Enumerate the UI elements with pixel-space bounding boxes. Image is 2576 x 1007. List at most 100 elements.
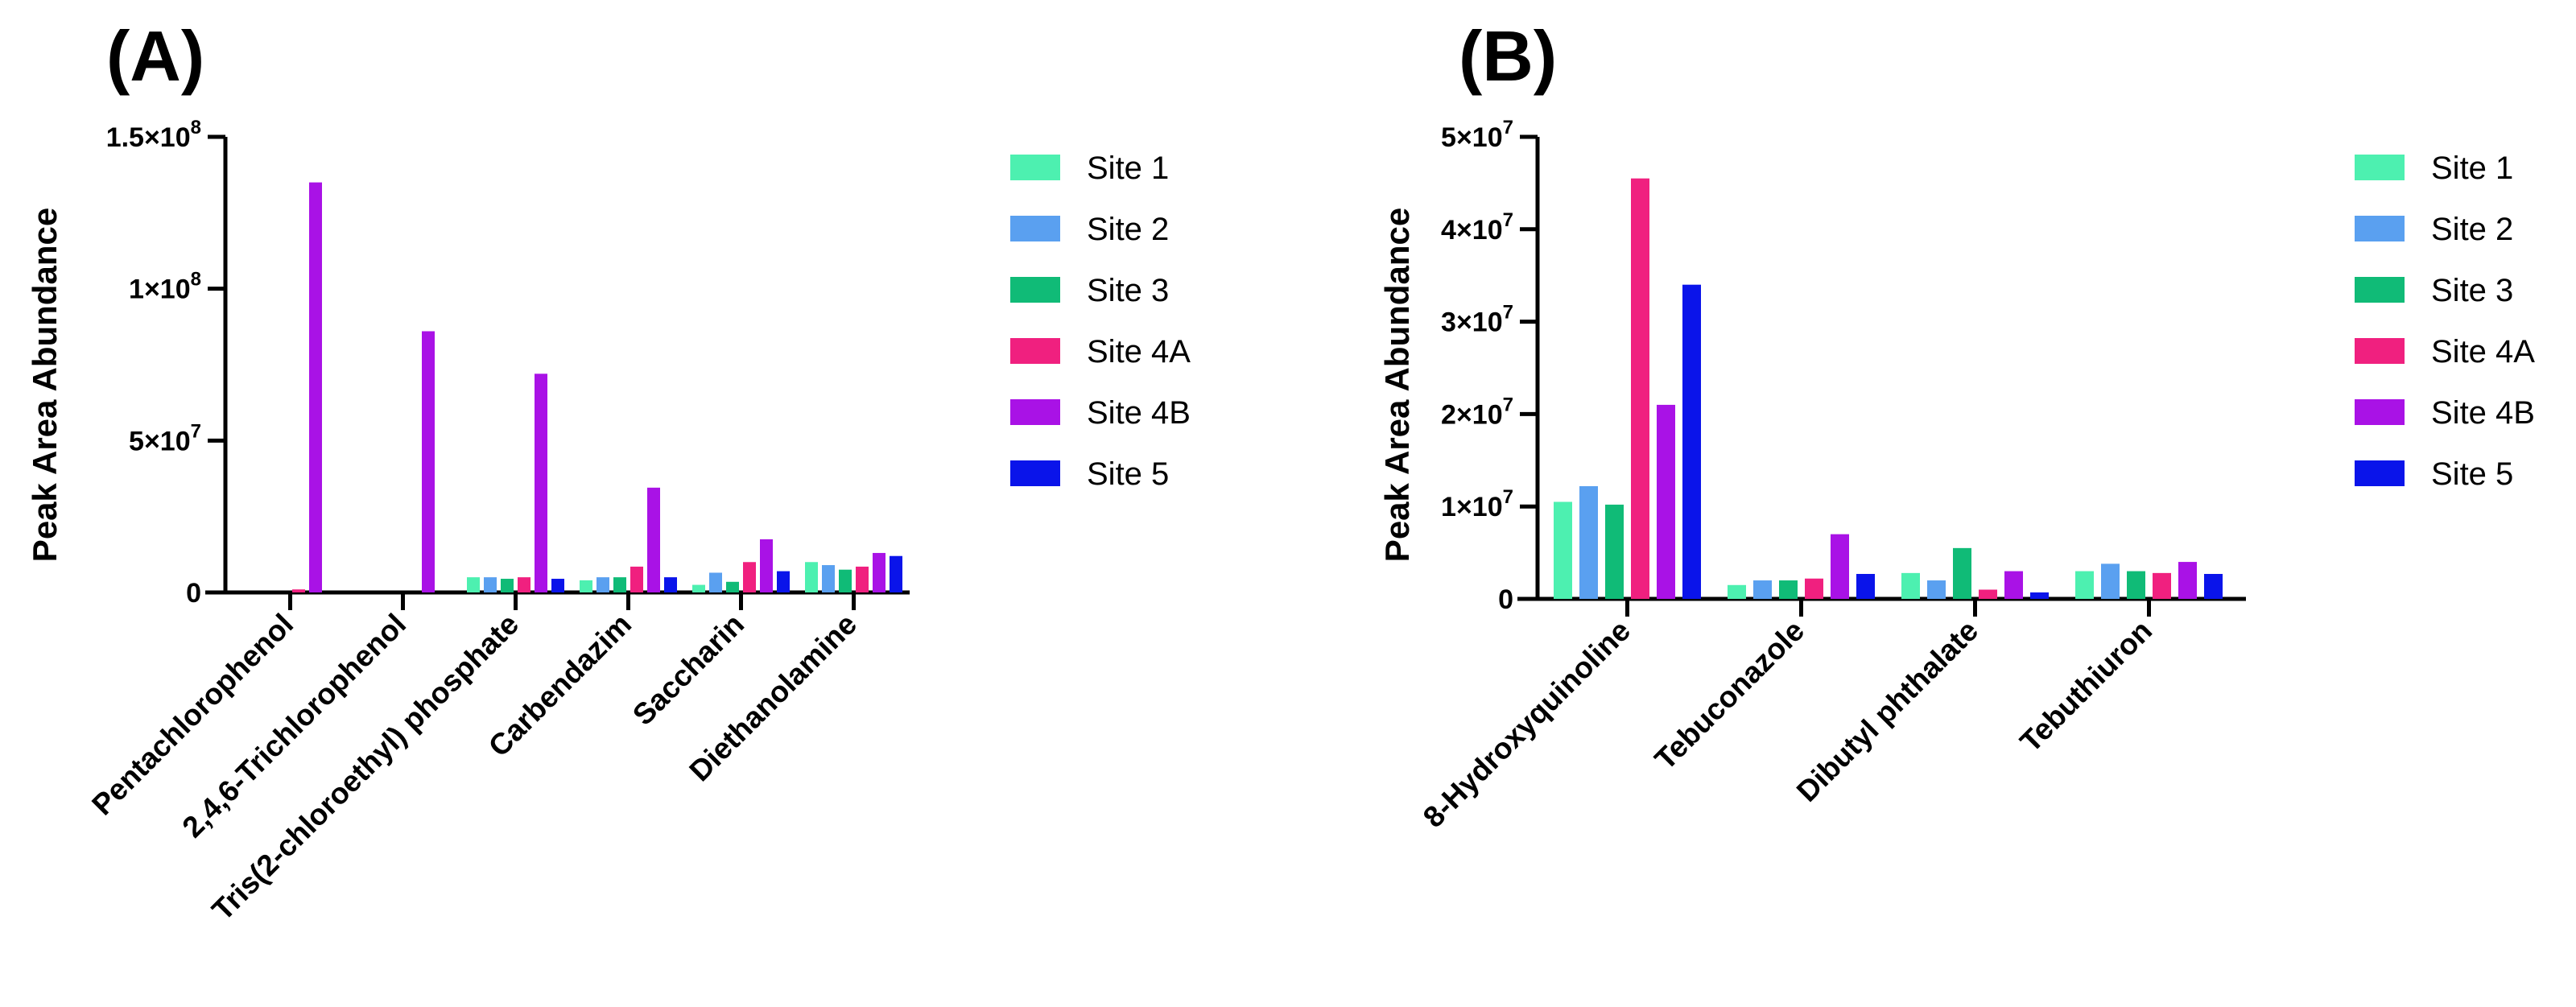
- y-tick-label: 1×107: [1441, 486, 1513, 522]
- bar-site-4a: [518, 577, 530, 592]
- legend-swatch: [2355, 399, 2405, 425]
- y-tick-label: 3×107: [1441, 302, 1513, 338]
- category-label: Tebuthiuron: [2014, 614, 2159, 759]
- panel-a-legend: Site 1 Site 2 Site 3 Site 4A Site 4B Site 5: [1010, 151, 1191, 492]
- bar-site-4a: [292, 589, 305, 592]
- category-label: 2,4,6-Trichlorophenol: [176, 608, 413, 844]
- bar-site-3: [501, 579, 514, 592]
- legend-label: Site 2: [2431, 212, 2513, 247]
- y-tick-exponent: 7: [1503, 209, 1513, 231]
- bar-site-4a: [743, 562, 756, 592]
- bar-site-4a: [1631, 178, 1649, 599]
- legend-swatch: [1010, 399, 1060, 425]
- bar-site-4b: [309, 182, 322, 592]
- bar-site-4b: [1657, 404, 1675, 599]
- bar-site-1: [1554, 501, 1572, 599]
- bar-site-4b: [1831, 534, 1849, 599]
- y-tick-exponent: 7: [1503, 486, 1513, 508]
- bar-site-3: [1605, 504, 1624, 599]
- y-tick-exponent: 7: [191, 420, 201, 442]
- bar-site-5: [551, 579, 564, 592]
- y-tick-exponent: 7: [1503, 117, 1513, 138]
- legend-label: Site 1: [1087, 151, 1169, 186]
- category-label: Pentachlorophenol: [85, 608, 299, 822]
- y-tick-label: 5×107: [1441, 117, 1513, 153]
- bar-site-5: [777, 571, 790, 592]
- legend-swatch: [1010, 460, 1060, 486]
- legend-label: Site 4A: [2431, 334, 2535, 369]
- legend-swatch: [2355, 155, 2405, 180]
- y-tick-exponent: 8: [191, 117, 201, 138]
- category-label: Saccharin: [626, 608, 750, 732]
- bar-site-4a: [856, 566, 869, 592]
- bar-site-4b: [647, 487, 660, 592]
- bar-site-1: [692, 584, 705, 592]
- y-tick-label: 0: [186, 578, 201, 609]
- bar-site-2: [597, 577, 609, 592]
- bar-site-4a: [2153, 572, 2171, 599]
- panel-a-x-ticks: [288, 592, 856, 610]
- y-tick-label: 2×107: [1441, 394, 1513, 430]
- bar-site-2: [1753, 580, 1772, 599]
- y-tick-exponent: 8: [191, 269, 201, 291]
- y-tick-mantissa: 4×10: [1441, 215, 1503, 246]
- bar-site-4b: [2178, 562, 2197, 599]
- legend-label: Site 4B: [1087, 395, 1191, 431]
- legend-label: Site 2: [1087, 212, 1169, 247]
- bar-site-1: [2075, 571, 2094, 599]
- legend-swatch: [1010, 216, 1060, 241]
- panel-b-y-axis-title: Peak Area Abundance: [1378, 208, 1416, 562]
- bar-site-4b: [2004, 571, 2023, 599]
- bar-site-3: [1953, 547, 1971, 599]
- bar-site-4b: [760, 539, 773, 592]
- panel-a: (A) Peak Area Abundance 05×1071×1081.5×1…: [26, 16, 1191, 927]
- bar-site-3: [613, 577, 626, 592]
- legend-swatch: [2355, 216, 2405, 241]
- legend-label: Site 5: [2431, 456, 2513, 492]
- panel-b-bars: [1554, 178, 2223, 599]
- legend-label: Site 1: [2431, 151, 2513, 186]
- y-tick-label: 1×108: [129, 269, 201, 305]
- panel-a-bars: [292, 182, 902, 592]
- y-tick-mantissa: 1.5×10: [106, 122, 191, 153]
- y-tick-exponent: 7: [1503, 302, 1513, 324]
- legend-label: Site 3: [1087, 273, 1169, 308]
- legend-swatch: [2355, 338, 2405, 364]
- legend-swatch: [1010, 277, 1060, 303]
- category-label: 8-Hydroxyquinoline: [1417, 614, 1637, 834]
- y-tick-label: 0: [1498, 584, 1513, 615]
- legend-label: Site 4B: [2431, 395, 2535, 431]
- legend-label: Site 5: [1087, 456, 1169, 492]
- bar-site-2: [709, 572, 722, 592]
- y-tick-mantissa: 3×10: [1441, 307, 1503, 338]
- bar-site-4a: [1979, 589, 1997, 599]
- bar-site-5: [890, 555, 902, 592]
- y-tick-exponent: 7: [1503, 394, 1513, 415]
- panel-b-label: (B): [1459, 16, 1557, 96]
- bar-site-3: [1779, 580, 1798, 599]
- y-tick-mantissa: 5×10: [129, 426, 191, 456]
- bar-site-1: [1901, 572, 1920, 599]
- bar-site-5: [2204, 574, 2223, 599]
- category-label: Tebuconazole: [1649, 614, 1810, 776]
- bar-site-1: [1728, 584, 1746, 599]
- bar-site-3: [726, 581, 739, 592]
- panel-a-y-axis-title: Peak Area Abundance: [26, 208, 64, 562]
- legend-label: Site 4A: [1087, 334, 1191, 369]
- bar-site-1: [805, 562, 818, 592]
- panel-b: (B) Peak Area Abundance 01×1072×1073×107…: [1378, 16, 2535, 834]
- bar-site-3: [839, 569, 852, 592]
- legend-swatch: [1010, 155, 1060, 180]
- y-tick-mantissa: 5×10: [1441, 122, 1503, 153]
- y-tick-mantissa: 2×10: [1441, 399, 1503, 430]
- legend-label: Site 3: [2431, 273, 2513, 308]
- y-tick-mantissa: 1×10: [129, 274, 191, 305]
- bar-site-1: [580, 580, 592, 592]
- bar-site-2: [822, 565, 835, 592]
- y-tick-mantissa: 0: [186, 578, 201, 609]
- y-tick-mantissa: 1×10: [1441, 492, 1503, 522]
